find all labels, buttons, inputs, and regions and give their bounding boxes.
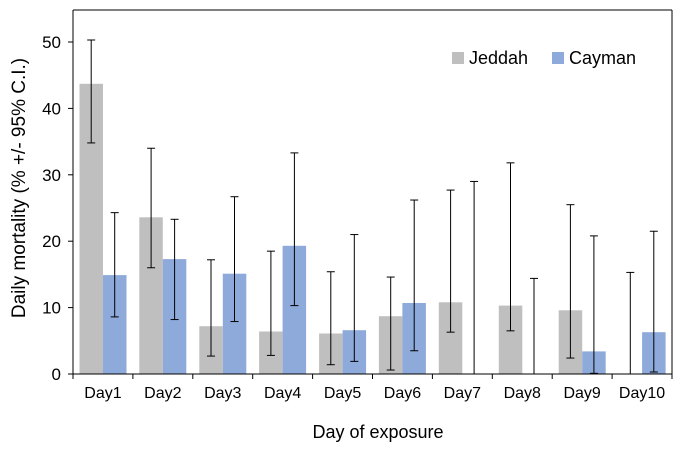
x-tick-label: Day5 [324, 385, 361, 402]
error-bar-jeddah-day3 [207, 259, 215, 357]
bar-jeddah-day2 [139, 217, 163, 374]
error-bar-jeddah-day10 [626, 271, 635, 375]
x-tick-label: Day1 [84, 385, 121, 402]
y-axis-label: Daily mortality (% +/- 95% C.I.) [9, 58, 30, 318]
x-tick-label: Day3 [204, 385, 241, 402]
bar-cayman-day3 [222, 273, 247, 374]
error-bar-jeddah-day7 [446, 189, 455, 333]
error-bar-jeddah-day9 [566, 204, 575, 359]
y-tick-label: 10 [42, 299, 61, 318]
bars-layer [79, 83, 666, 375]
legend-swatch-cayman [552, 52, 564, 64]
error-bar-cayman-day4 [290, 152, 299, 307]
x-tick-label: Day10 [619, 385, 665, 402]
y-tick-label: 40 [42, 99, 61, 118]
x-tick-label: Day4 [264, 385, 301, 402]
error-bar-cayman-day8 [530, 277, 538, 375]
bar-jeddah-day1 [79, 83, 103, 375]
bar-jeddah-day8 [498, 305, 523, 374]
error-bar-cayman-day1 [110, 212, 119, 318]
bar-cayman-day1 [103, 275, 127, 374]
x-tick-label: Day7 [444, 385, 481, 402]
error-bar-cayman-day6 [410, 199, 419, 352]
axes-layer: 0 10 20 30 40 50 Day1 Day2 Day3 Day4 Day5 Day6 Day7 D… [42, 9, 673, 402]
y-tick-label: 0 [52, 365, 61, 384]
error-bars-layer [87, 39, 658, 375]
error-bar-jeddah-day8 [506, 162, 515, 332]
error-bar-jeddah-day5 [326, 271, 335, 366]
y-tick-label: 20 [42, 232, 61, 251]
error-bar-jeddah-day4 [266, 250, 275, 356]
error-bar-jeddah-day6 [386, 276, 395, 371]
error-bar-jeddah-day2 [147, 147, 156, 269]
x-axis-label: Day of exposure [312, 422, 443, 442]
error-bar-cayman-day7 [470, 180, 479, 375]
x-tick-label: Day9 [563, 385, 600, 402]
y-tick-label: 30 [42, 166, 61, 185]
legend-swatch-jeddah [452, 52, 464, 64]
legend-label-cayman: Cayman [569, 48, 636, 68]
error-bar-cayman-day9 [589, 235, 598, 374]
error-bar-cayman-day5 [350, 234, 359, 362]
error-bar-jeddah-day1 [87, 39, 96, 144]
error-bar-cayman-day2 [170, 218, 179, 321]
y-tick-label: 50 [42, 33, 61, 52]
legend-label-jeddah: Jeddah [469, 48, 528, 68]
bar-cayman-day4 [282, 245, 307, 374]
bar-jeddah-day7 [438, 302, 463, 374]
legend: Jeddah Cayman [452, 48, 636, 68]
x-tick-label: Day8 [504, 385, 541, 402]
error-bar-cayman-day10 [649, 230, 658, 373]
x-tick-label: Day6 [384, 385, 421, 402]
error-bar-cayman-day3 [230, 196, 239, 323]
x-tick-label: Day2 [144, 385, 181, 402]
